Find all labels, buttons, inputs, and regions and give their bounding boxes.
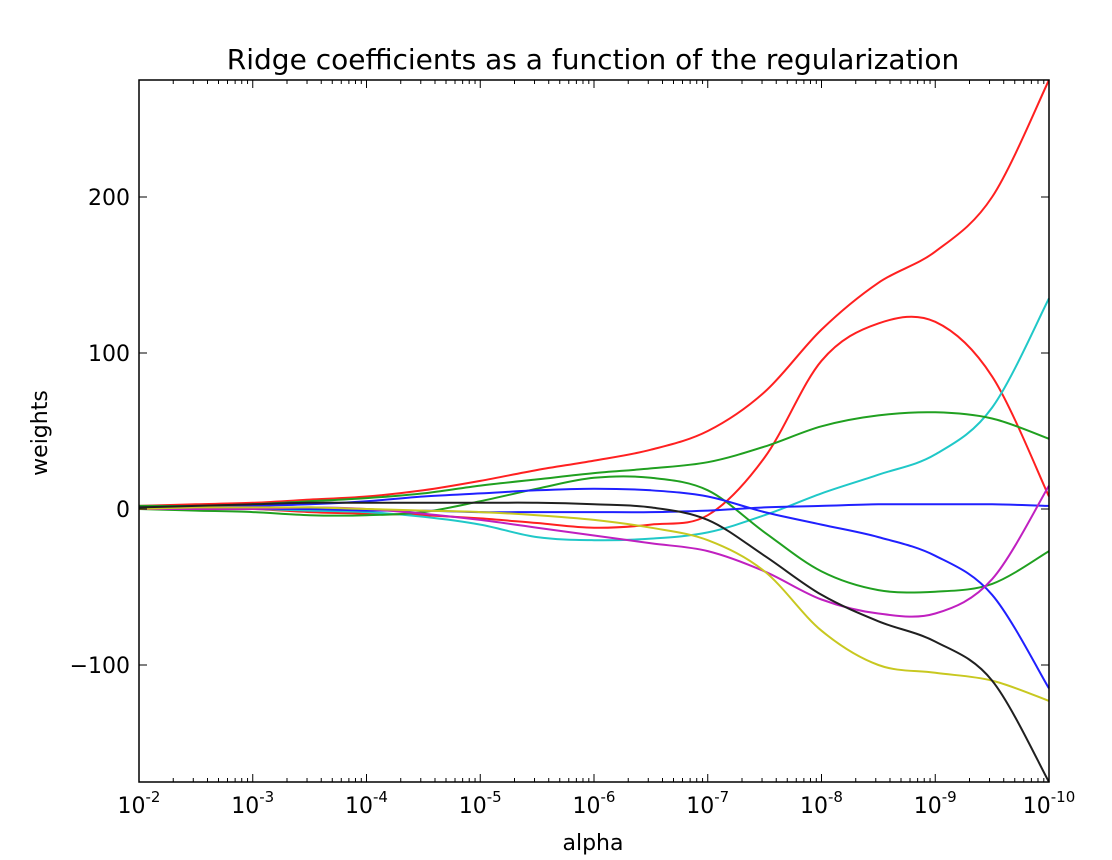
x-tick-label: 10-3 bbox=[231, 788, 274, 819]
x-tick-label: 10-7 bbox=[686, 788, 729, 819]
y-tick-label: 100 bbox=[88, 342, 130, 367]
x-tick-base: 10 bbox=[118, 794, 146, 819]
x-tick-label: 10-10 bbox=[1023, 788, 1076, 819]
x-tick-base: 10 bbox=[573, 794, 601, 819]
x-tick-exponent: -7 bbox=[714, 788, 729, 806]
x-tick-label: 10-6 bbox=[573, 788, 616, 819]
x-tick-exponent: -2 bbox=[146, 788, 161, 806]
series-line-cyan bbox=[138, 297, 1050, 542]
x-tick-exponent: -3 bbox=[259, 788, 274, 806]
series-line-green-lower bbox=[138, 475, 1050, 594]
x-tick-exponent: -6 bbox=[601, 788, 616, 806]
series-layer bbox=[138, 79, 1050, 783]
x-tick-base: 10 bbox=[459, 794, 487, 819]
x-tick-label: 10-4 bbox=[345, 788, 388, 819]
x-tick-base: 10 bbox=[686, 794, 714, 819]
plot-frame bbox=[138, 79, 1050, 783]
y-tick-label: 0 bbox=[116, 498, 130, 523]
series-line-blue-upper bbox=[138, 487, 1050, 689]
x-tick-exponent: -10 bbox=[1051, 788, 1076, 806]
x-tick-exponent: -9 bbox=[942, 788, 957, 806]
series-line-red-lower bbox=[138, 315, 1050, 529]
y-axis-label: weights bbox=[28, 390, 53, 476]
y-tick-label: −100 bbox=[70, 654, 130, 679]
x-tick-label: 10-5 bbox=[459, 788, 502, 819]
series-line-yellow bbox=[138, 506, 1050, 702]
tick-layer: 10-2 10-3 10-4 10-5 10-6 10-7 10-8 10-9 10-10200… bbox=[70, 80, 1076, 819]
x-tick-base: 10 bbox=[1023, 794, 1051, 819]
series-line-green-upper bbox=[138, 411, 1050, 507]
x-tick-base: 10 bbox=[231, 794, 259, 819]
x-tick-exponent: -4 bbox=[373, 788, 388, 806]
x-tick-label: 10-8 bbox=[800, 788, 843, 819]
x-tick-base: 10 bbox=[345, 794, 373, 819]
series-line-black bbox=[138, 501, 1050, 783]
x-tick-base: 10 bbox=[914, 794, 942, 819]
y-tick-label: 200 bbox=[88, 186, 130, 211]
x-tick-exponent: -8 bbox=[828, 788, 843, 806]
series-line-red-upper bbox=[138, 79, 1050, 507]
x-axis-label: alpha bbox=[563, 831, 624, 856]
x-tick-exponent: -5 bbox=[487, 788, 502, 806]
x-tick-label: 10-9 bbox=[914, 788, 957, 819]
series-line-blue-lower bbox=[138, 503, 1050, 514]
x-tick-label: 10-2 bbox=[118, 788, 161, 819]
chart-title: Ridge coefficients as a function of the … bbox=[227, 43, 959, 76]
x-tick-base: 10 bbox=[800, 794, 828, 819]
